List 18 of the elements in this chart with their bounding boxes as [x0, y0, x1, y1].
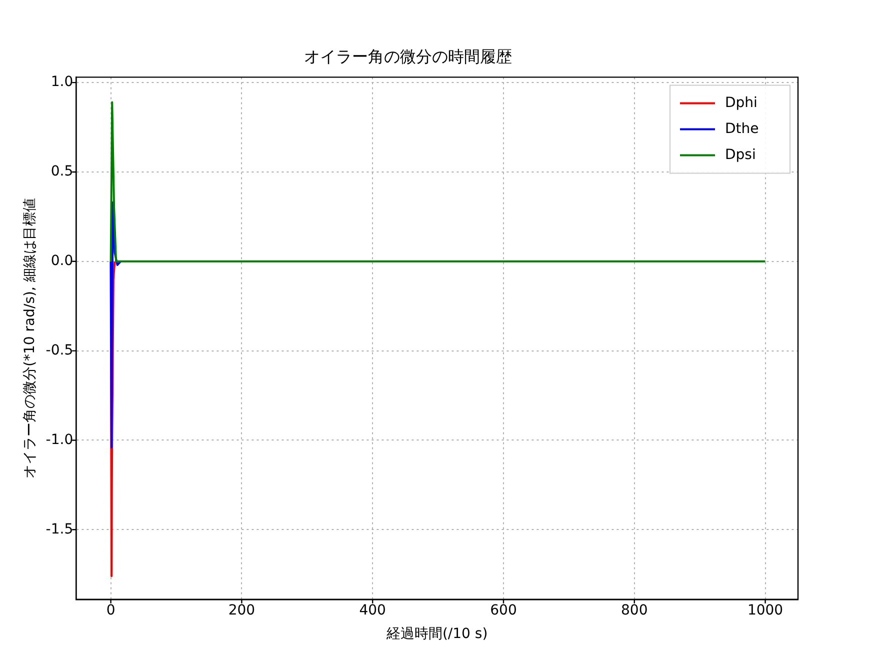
y-tick-label: -0.5: [46, 342, 74, 358]
legend-label: Dpsi: [725, 146, 756, 163]
x-tick-label: 1000: [747, 602, 784, 618]
y-axis-title: オイラー角の微分(*10 rad/s), 細線は目標値: [22, 198, 38, 478]
x-tick-label: 0: [106, 602, 116, 618]
y-tick-label: 0.5: [50, 164, 74, 180]
y-tick-label: -1.0: [46, 432, 74, 448]
legend-label: Dthe: [725, 120, 759, 137]
x-tick-label: 600: [490, 602, 517, 618]
chart-title: オイラー角の微分の時間履歴: [304, 46, 512, 66]
x-tick-label: 800: [621, 602, 648, 618]
x-tick-label: 400: [359, 602, 386, 618]
x-tick-label: 200: [228, 602, 256, 618]
y-tick-label: 0.0: [50, 253, 74, 270]
y-tick-label: 1.0: [50, 74, 74, 90]
legend-label: Dphi: [725, 94, 758, 111]
y-tick-label: -1.5: [46, 521, 74, 538]
x-axis-title: 経過時間(/10 s): [385, 626, 488, 642]
